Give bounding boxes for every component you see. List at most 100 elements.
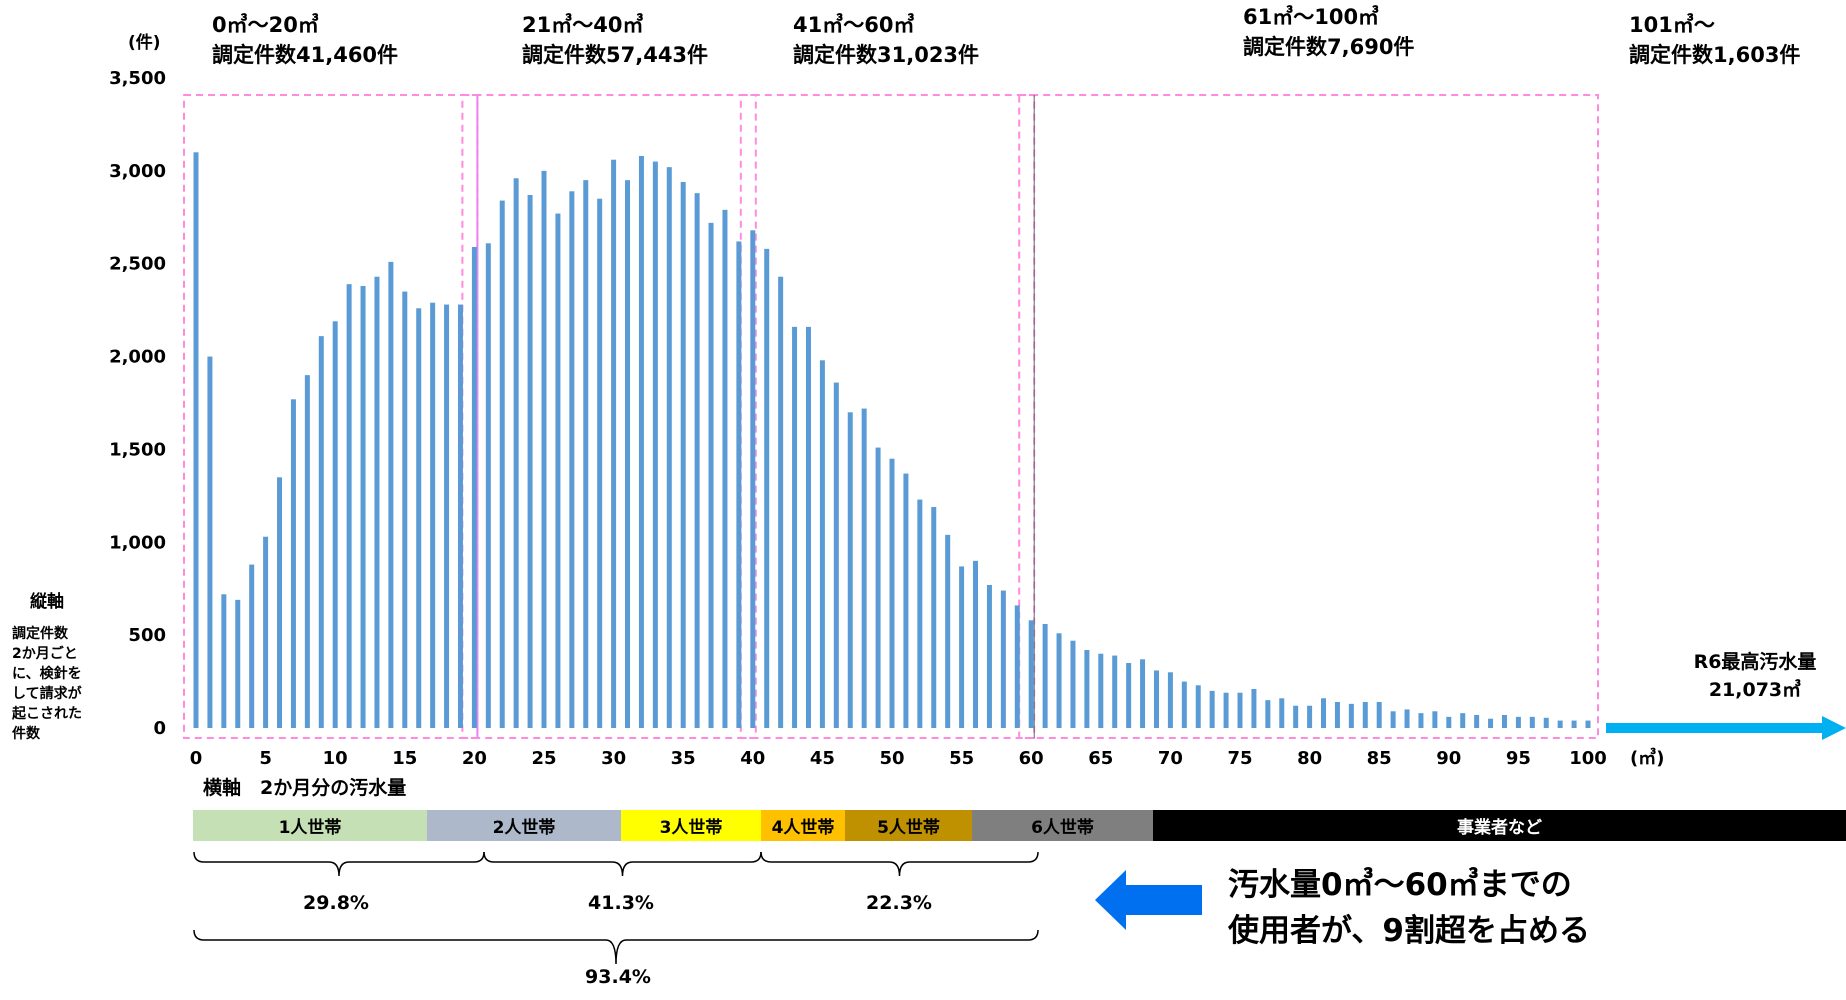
- y-tick-label: 1,500: [109, 439, 166, 460]
- bar: [1362, 702, 1368, 728]
- share-41-60: 22.3%: [866, 892, 932, 914]
- bar: [1307, 705, 1313, 728]
- band-label: 6人世帯: [1031, 818, 1094, 838]
- max-volume-arrow: [1606, 723, 1824, 733]
- y-axis-caption-line: に、検針を: [12, 666, 82, 682]
- bar: [792, 326, 798, 728]
- bar: [277, 477, 283, 728]
- range-header-4-range: 61㎥～100㎥: [1243, 5, 1380, 29]
- band-3-person: 3人世帯: [621, 810, 761, 841]
- bar: [652, 161, 658, 729]
- bar: [1529, 716, 1535, 728]
- bar: [583, 180, 589, 729]
- bar: [207, 356, 213, 728]
- band-1-person: 1人世帯: [193, 810, 427, 841]
- bar: [666, 167, 672, 729]
- brace: [193, 851, 485, 877]
- y-tick-label: 0: [153, 718, 166, 739]
- bar: [471, 247, 477, 728]
- bar: [1098, 653, 1104, 728]
- bar: [1376, 702, 1382, 728]
- bar: [778, 276, 784, 728]
- bar: [1501, 715, 1507, 728]
- bar: [1223, 692, 1229, 728]
- band-label: 事業者など: [1457, 818, 1542, 838]
- bar: [625, 180, 631, 729]
- bar: [318, 336, 324, 728]
- bar: [986, 585, 992, 728]
- bar: [1167, 672, 1173, 728]
- decorations: [193, 716, 1846, 965]
- bar: [1348, 703, 1354, 728]
- range-header-4: 61㎥～100㎥ 調定件数7,690件: [1243, 2, 1414, 62]
- x-tick-label: 25: [531, 748, 556, 769]
- x-tick-label: 35: [671, 748, 696, 769]
- x-tick-label: 30: [601, 748, 626, 769]
- bar: [945, 534, 951, 728]
- bar: [1000, 590, 1006, 728]
- bar: [1209, 690, 1215, 728]
- x-tick-label: 40: [740, 748, 765, 769]
- bar: [304, 375, 310, 728]
- range-box: [1018, 94, 1599, 739]
- y-tick-label: 500: [128, 625, 166, 646]
- y-axis-caption: 調定件数 2か月ごと に、検針を して請求が 起こされた 件数: [12, 624, 82, 744]
- max-volume-label: R6最高汚水量 21,073㎥: [1660, 648, 1846, 704]
- band-label: 3人世帯: [659, 818, 723, 838]
- x-axis-caption: 横軸 2か月分の汚水量: [203, 777, 407, 799]
- bar: [1181, 681, 1187, 728]
- bar: [764, 248, 770, 728]
- bar: [973, 560, 979, 728]
- bar: [819, 360, 825, 728]
- bar: [1474, 715, 1480, 728]
- bar: [1488, 718, 1494, 728]
- x-tick-label: 0: [190, 748, 203, 769]
- y-tick-label: 1,000: [109, 532, 166, 553]
- bar: [1126, 663, 1132, 728]
- x-tick-label: 15: [392, 748, 417, 769]
- band-5-person: 5人世帯: [845, 810, 972, 841]
- x-tick-label: 85: [1367, 748, 1392, 769]
- bar: [485, 243, 491, 729]
- bar: [1460, 713, 1466, 728]
- y-axis-caption-line: して請求が: [12, 686, 82, 702]
- bar: [1195, 685, 1201, 728]
- callout-arrow: [1126, 885, 1202, 915]
- bar: [611, 159, 617, 728]
- callout-line-2: 使用者が、9割超を占める: [1228, 913, 1590, 949]
- band-business: 事業者など: [1153, 810, 1846, 841]
- bar: [1084, 650, 1090, 728]
- x-tick-label: 95: [1506, 748, 1531, 769]
- bar: [959, 566, 965, 728]
- bar: [346, 284, 352, 728]
- bars: [193, 152, 1591, 729]
- x-axis-ticks: 0 5 10 15 20 25 30 35 40 45 50 55 60 65 70 75 80 85 90 95 10…: [190, 748, 1607, 769]
- bar: [430, 302, 436, 728]
- band-6-person: 6人世帯: [972, 810, 1153, 841]
- range-header-3: 41㎥～60㎥ 調定件数31,023件: [793, 10, 979, 70]
- band-label: 2人世帯: [492, 818, 556, 838]
- bar: [569, 191, 575, 729]
- bar: [388, 261, 394, 728]
- band-2-person: 2人世帯: [427, 810, 621, 841]
- range-header-4-count: 調定件数7,690件: [1243, 35, 1415, 59]
- bar: [1042, 624, 1048, 728]
- share-0-20: 29.8%: [303, 892, 369, 914]
- bar: [694, 193, 700, 729]
- bar: [235, 599, 241, 728]
- band-label: 5人世帯: [877, 818, 940, 838]
- y-tick-label: 2,000: [109, 347, 166, 368]
- bar: [499, 200, 505, 729]
- bar: [722, 209, 728, 728]
- bar: [513, 178, 519, 729]
- bar: [527, 195, 533, 728]
- bar: [1585, 720, 1591, 728]
- x-tick-label: 20: [462, 748, 487, 769]
- bar: [1028, 620, 1034, 728]
- range-header-2-range: 21㎥～40㎥: [522, 13, 644, 37]
- bar: [597, 198, 603, 728]
- share-total-0-60: 93.4%: [585, 966, 651, 988]
- bar: [1404, 709, 1410, 728]
- bar: [847, 412, 853, 728]
